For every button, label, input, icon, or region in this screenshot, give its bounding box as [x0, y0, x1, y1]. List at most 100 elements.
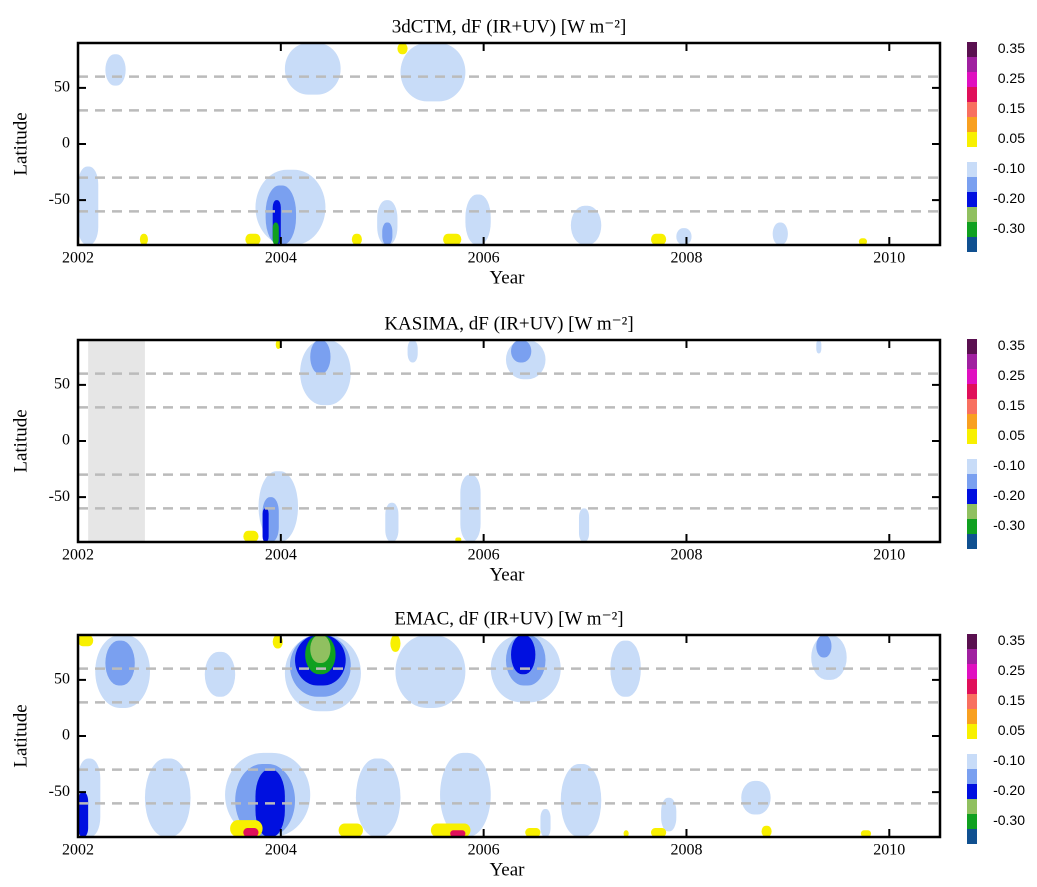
colorbar-label: -0.30	[993, 812, 1025, 828]
x-tick-label: 2004	[265, 547, 297, 564]
colorbar-swatch	[967, 739, 977, 754]
colorbar-label: 0.25	[998, 70, 1025, 86]
colorbar-swatch	[967, 664, 977, 679]
colorbar-swatch	[967, 414, 977, 429]
colorbar-swatch	[967, 177, 977, 192]
x-axis-label: Year	[489, 859, 525, 880]
y-tick-label: 50	[54, 79, 70, 96]
contour-region	[650, 233, 667, 245]
colorbar-swatch	[967, 117, 977, 132]
contour-region	[741, 780, 771, 815]
colorbar-swatch	[967, 42, 977, 57]
x-tick-label: 2008	[670, 250, 702, 267]
colorbar-swatch	[967, 649, 977, 664]
contour-region	[443, 233, 462, 245]
x-tick-label: 2010	[873, 250, 905, 267]
x-tick-label: 2002	[62, 842, 94, 859]
colorbar-swatch	[967, 339, 977, 354]
colorbar-swatch	[967, 519, 977, 534]
contour-region	[816, 340, 822, 354]
contour-region	[262, 508, 269, 542]
y-axis-label: Latitude	[10, 112, 31, 175]
contour-region	[310, 635, 331, 664]
colorbar-swatch	[967, 534, 977, 549]
colorbar-label: -0.10	[993, 160, 1025, 176]
colorbar-swatch	[967, 207, 977, 222]
contour-region	[351, 233, 362, 245]
contour-region	[105, 640, 135, 686]
colorbar-swatch	[967, 237, 977, 252]
contour-region	[78, 166, 99, 245]
colorbar-label: -0.10	[993, 457, 1025, 473]
colorbar-label: 0.15	[998, 692, 1025, 708]
colorbar-swatch	[967, 769, 977, 784]
colorbar-swatch	[967, 162, 977, 177]
y-axis-label: Latitude	[10, 409, 31, 472]
colorbar-label: -0.20	[993, 190, 1025, 206]
x-axis-label: Year	[489, 267, 525, 288]
y-tick-label: -50	[49, 783, 70, 800]
colorbar-label: 0.25	[998, 662, 1025, 678]
contour-region	[578, 508, 590, 542]
panel-title: KASIMA, dF (IR+UV) [W m⁻²]	[384, 313, 633, 334]
colorbar-label: 0.35	[998, 632, 1025, 648]
x-tick-label: 2004	[265, 842, 297, 859]
x-tick-label: 2010	[873, 842, 905, 859]
contour-region	[395, 635, 466, 708]
x-tick-label: 2004	[265, 250, 297, 267]
contour-region	[560, 764, 602, 837]
plot-area	[78, 635, 940, 837]
contour-region	[465, 194, 491, 245]
colorbar-swatch	[967, 57, 977, 72]
colorbar-label: -0.30	[993, 517, 1025, 533]
colorbar-label: -0.20	[993, 782, 1025, 798]
contour-region	[385, 502, 399, 542]
contour-region	[761, 825, 772, 837]
contour-region	[623, 830, 629, 837]
plot-area	[78, 340, 940, 542]
panel: KASIMA, dF (IR+UV) [W m⁻²] 2002 2004 2006 20…	[10, 313, 1025, 585]
contour-region	[338, 823, 363, 837]
colorbar-swatch	[967, 429, 977, 444]
x-tick-label: 2008	[670, 547, 702, 564]
y-tick-label: 50	[54, 671, 70, 688]
contour-region	[570, 205, 602, 245]
colorbar-label: -0.10	[993, 752, 1025, 768]
panel-title: 3dCTM, dF (IR+UV) [W m⁻²]	[392, 16, 627, 37]
contour-region	[511, 635, 536, 675]
contour-region	[139, 233, 148, 245]
contour-region	[858, 238, 867, 245]
colorbar-swatch	[967, 634, 977, 649]
colorbar-label: -0.30	[993, 220, 1025, 236]
contour-region	[390, 635, 401, 652]
contour-region	[440, 752, 491, 837]
x-tick-label: 2002	[62, 250, 94, 267]
contour-region	[525, 828, 541, 837]
contour-region	[105, 54, 126, 86]
x-tick-label: 2010	[873, 547, 905, 564]
colorbar-swatch	[967, 72, 977, 87]
y-tick-label: 0	[62, 727, 70, 744]
no-data-region	[88, 340, 145, 542]
y-tick-label: 0	[62, 432, 70, 449]
contour-region	[511, 340, 532, 363]
colorbar-swatch	[967, 459, 977, 474]
colorbar-swatch	[967, 132, 977, 147]
y-tick-label: 0	[62, 135, 70, 152]
contour-region	[275, 340, 281, 349]
colorbar-label: 0.05	[998, 130, 1025, 146]
colorbar-swatch	[967, 192, 977, 207]
colorbar-swatch	[967, 102, 977, 117]
colorbar-label: 0.05	[998, 427, 1025, 443]
contour-region	[245, 233, 261, 245]
contour-region	[816, 635, 832, 658]
y-tick-label: -50	[49, 191, 70, 208]
colorbar-swatch	[967, 444, 977, 459]
x-tick-label: 2006	[468, 842, 500, 859]
colorbar-swatch	[967, 399, 977, 414]
y-tick-label: 50	[54, 376, 70, 393]
contour-region	[243, 530, 259, 542]
colorbar-swatch	[967, 474, 977, 489]
colorbar-swatch	[967, 754, 977, 769]
